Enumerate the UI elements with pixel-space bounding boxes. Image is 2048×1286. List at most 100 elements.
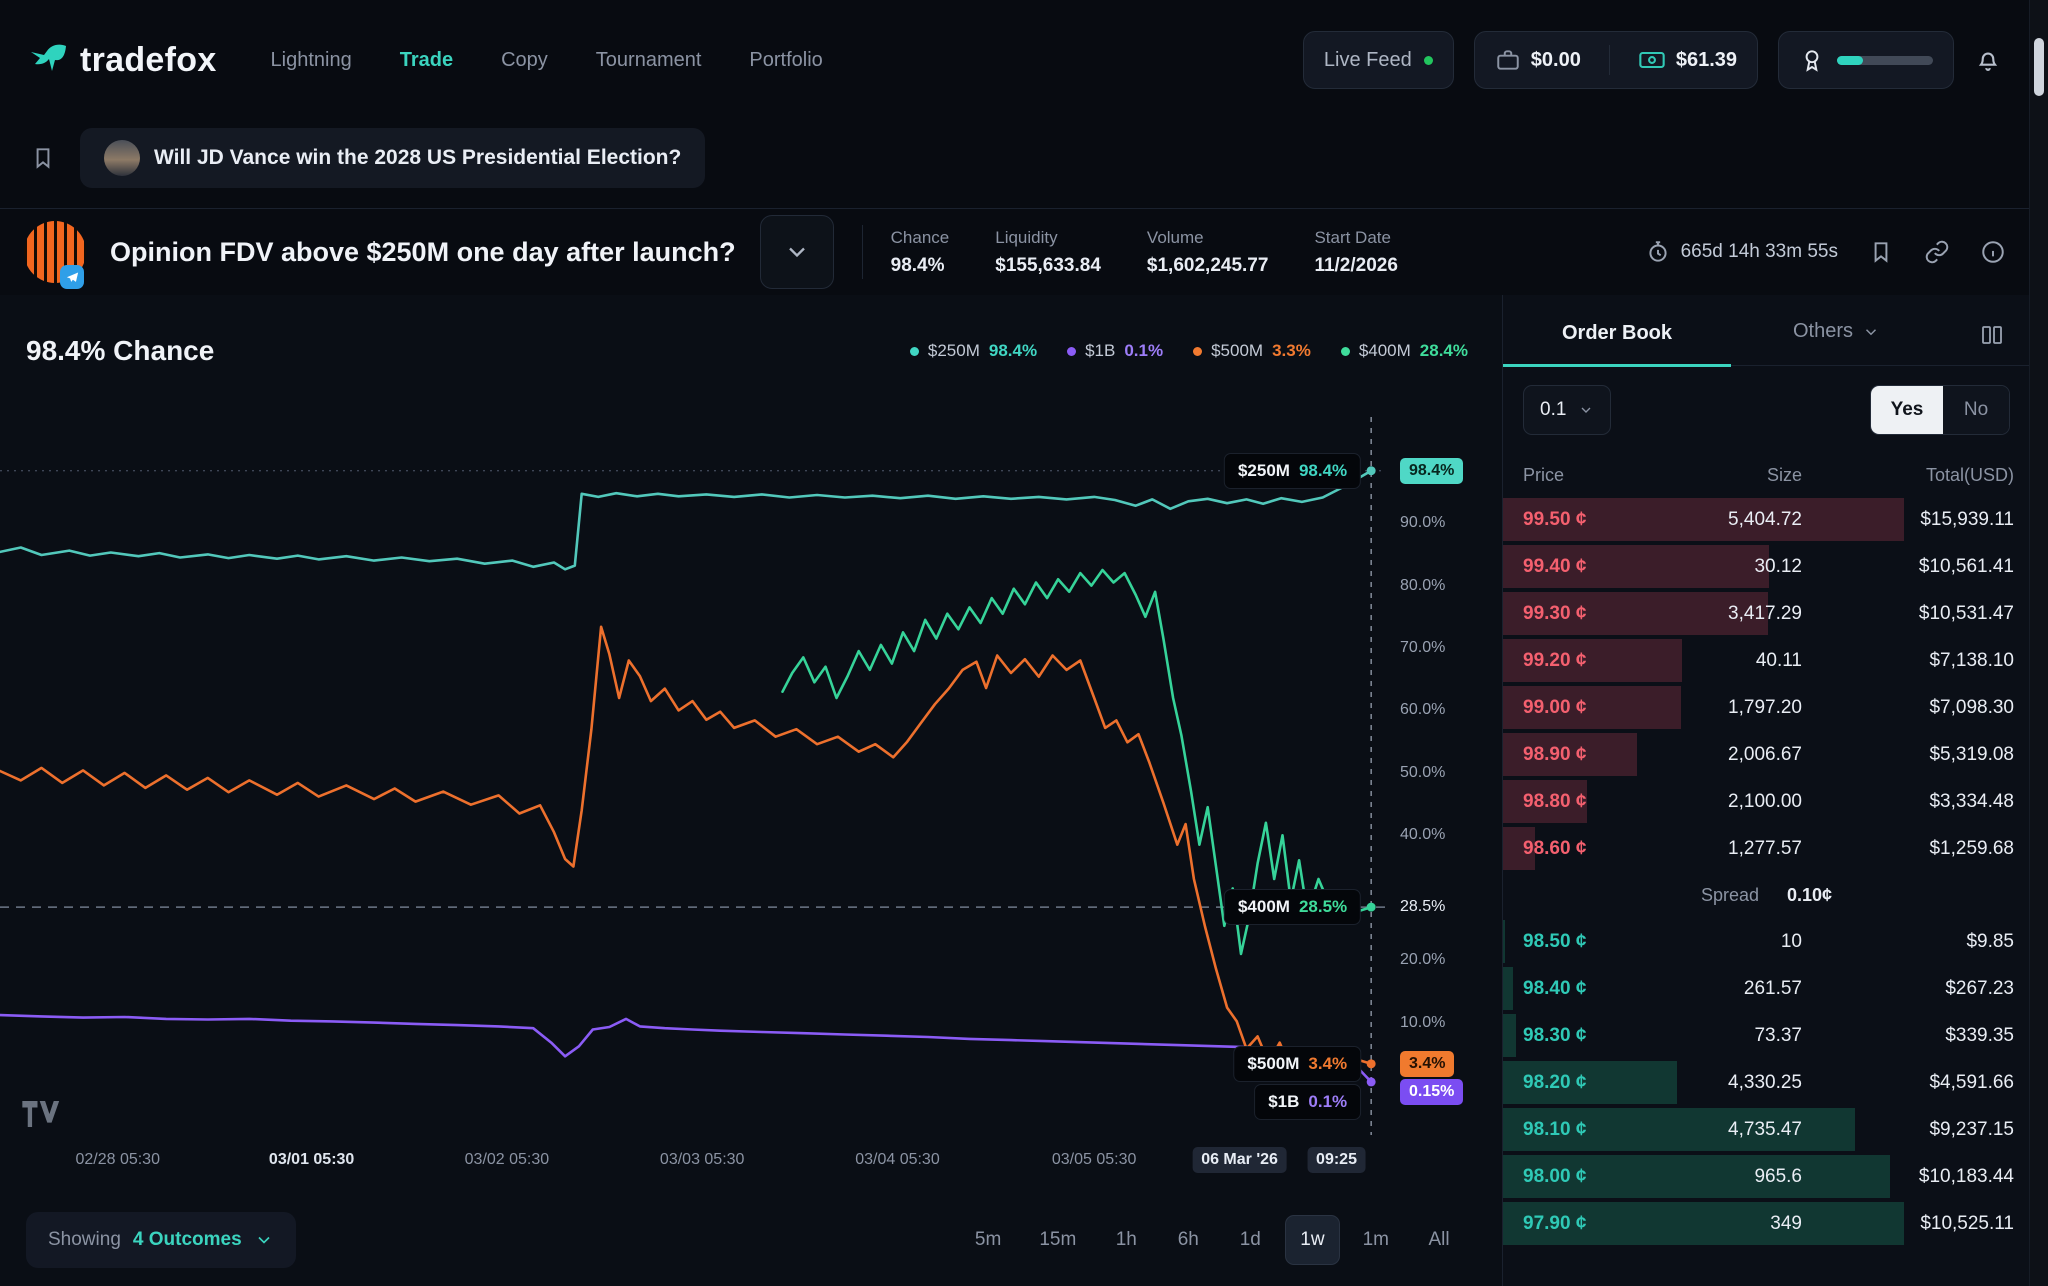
- bid-row[interactable]: 98.10 ¢ 4,735.47 $9,237.15: [1503, 1106, 2030, 1153]
- portfolio-balance[interactable]: $0.00: [1479, 47, 1597, 73]
- bell-icon[interactable]: [1974, 46, 2002, 74]
- briefcase-icon: [1495, 47, 1521, 73]
- ask-row[interactable]: 99.20 ¢ 40.11 $7,138.10: [1503, 637, 2030, 684]
- x-axis-label: 03/03 05:30: [659, 1151, 745, 1168]
- timeframe-5m[interactable]: 5m: [960, 1215, 1016, 1265]
- legend-item-500m[interactable]: $500M 3.3%: [1193, 341, 1311, 361]
- bid-row[interactable]: 98.30 ¢ 73.37 $339.35: [1503, 1012, 2030, 1059]
- market-bookmark-icon[interactable]: [1868, 239, 1894, 265]
- depth-bar: [1503, 1014, 1516, 1057]
- nav-trade[interactable]: Trade: [399, 48, 454, 71]
- y-axis-label: 50.0%: [1400, 763, 1446, 781]
- chart-head: 98.4% Chance $250M 98.4% $1B 0.1% $50: [26, 335, 1468, 367]
- price-chart[interactable]: $250M 98.4% $400M 28.5% $500M 3.4% $1B 0.1%: [0, 417, 1385, 1135]
- ask-row[interactable]: 99.40 ¢ 30.12 $10,561.41: [1503, 543, 2030, 590]
- ask-row[interactable]: 98.80 ¢ 2,100.00 $3,334.48: [1503, 778, 2030, 825]
- no-toggle-button[interactable]: No: [1943, 386, 2009, 434]
- nav-lightning[interactable]: Lightning: [270, 48, 352, 71]
- ask-row[interactable]: 99.50 ¢ 5,404.72 $15,939.11: [1503, 496, 2030, 543]
- size-cell: 4,735.47: [1728, 1118, 1802, 1140]
- size-cell: 2,100.00: [1728, 790, 1802, 812]
- bid-row[interactable]: 98.00 ¢ 965.6 $10,183.44: [1503, 1153, 2030, 1200]
- panel-layout-icon[interactable]: [1980, 323, 2004, 347]
- stat-label: Start Date: [1314, 227, 1391, 247]
- timeframe-all[interactable]: All: [1412, 1215, 1466, 1265]
- timeframe-1w[interactable]: 1w: [1285, 1215, 1340, 1265]
- bid-row[interactable]: 97.90 ¢ 349 $10,525.11: [1503, 1200, 2030, 1247]
- legend-item-250m[interactable]: $250M 98.4%: [909, 341, 1037, 361]
- ask-row[interactable]: 99.30 ¢ 3,417.29 $10,531.47: [1503, 590, 2030, 637]
- timeframe-6h[interactable]: 6h: [1161, 1215, 1215, 1265]
- outcomes-selector[interactable]: Showing 4 Outcomes: [26, 1212, 296, 1268]
- spread-row: Spread 0.10¢: [1503, 872, 2030, 918]
- wallet-summary[interactable]: $0.00 $61.39: [1473, 31, 1758, 89]
- spread-label: Spread: [1700, 884, 1759, 905]
- topnav-right: Live Feed $0.00 $61.39: [1302, 31, 2002, 89]
- nav-portfolio[interactable]: Portfolio: [749, 48, 823, 71]
- legend-item-1b[interactable]: $1B 0.1%: [1067, 341, 1163, 361]
- yes-toggle-button[interactable]: Yes: [1871, 386, 1943, 434]
- side-toggle: Yes No: [1870, 385, 2010, 435]
- total-cell: $9.85: [1966, 930, 2014, 952]
- y-axis-label: 80.0%: [1400, 576, 1446, 594]
- timeframe-1d[interactable]: 1d: [1223, 1215, 1277, 1265]
- total-cell: $10,561.41: [1918, 555, 2014, 577]
- bookmark-icon[interactable]: [30, 145, 56, 171]
- size-cell: 965.6: [1754, 1165, 1802, 1187]
- timeframe-1h[interactable]: 1h: [1099, 1215, 1153, 1265]
- stat-value: 98.4%: [890, 254, 945, 276]
- price-cell: 98.30 ¢: [1523, 1024, 1587, 1046]
- x-axis-label: 03/02 05:30: [464, 1151, 550, 1168]
- level-badge[interactable]: [1778, 31, 1954, 89]
- bid-row[interactable]: 98.40 ¢ 261.57 $267.23: [1503, 965, 2030, 1012]
- stat-value: 11/2/2026: [1314, 254, 1398, 276]
- market-header: Opinion FDV above $250M one day after la…: [0, 208, 2030, 296]
- total-cell: $4,591.66: [1929, 1071, 2014, 1093]
- page-scrollbar[interactable]: [2029, 0, 2048, 1286]
- question-banner[interactable]: Will JD Vance win the 2028 US Presidenti…: [80, 128, 706, 188]
- size-cell: 261.57: [1743, 977, 1802, 999]
- pinned-question-row: Will JD Vance win the 2028 US Presidenti…: [0, 118, 735, 198]
- market-icon: [24, 221, 86, 289]
- market-stats: Chance 98.4% Liquidity $155,633.84 Volum…: [891, 228, 1398, 277]
- timeframe-15m[interactable]: 15m: [1024, 1215, 1091, 1265]
- x-axis-label: 03/05 05:30: [1051, 1151, 1137, 1168]
- brand[interactable]: tradefox: [28, 41, 217, 80]
- market-title: Opinion FDV above $250M one day after la…: [110, 236, 736, 267]
- bid-row[interactable]: 98.20 ¢ 4,330.25 $4,591.66: [1503, 1059, 2030, 1106]
- y-axis-label: 0.15%: [1400, 1079, 1464, 1106]
- total-cell: $7,138.10: [1929, 649, 2014, 671]
- bid-row[interactable]: 98.50 ¢ 10 $9.85: [1503, 918, 2030, 965]
- ask-row[interactable]: 98.90 ¢ 2,006.67 $5,319.08: [1503, 731, 2030, 778]
- tab-order-book[interactable]: Order Book: [1503, 322, 1731, 367]
- total-cell: $7,098.30: [1929, 696, 2014, 718]
- scrollbar-thumb[interactable]: [2034, 38, 2044, 96]
- tab-others[interactable]: Others: [1731, 320, 1880, 365]
- size-cell: 349: [1770, 1212, 1802, 1234]
- stat-chance: Chance 98.4%: [891, 228, 950, 277]
- y-axis-label: 70.0%: [1400, 639, 1446, 656]
- price-cell: 99.40 ¢: [1523, 555, 1587, 577]
- ask-row[interactable]: 98.60 ¢ 1,277.57 $1,259.68: [1503, 825, 2030, 872]
- nav-tournament[interactable]: Tournament: [595, 48, 702, 71]
- question-text: Will JD Vance win the 2028 US Presidenti…: [154, 146, 682, 169]
- cash-balance[interactable]: $61.39: [1622, 46, 1753, 74]
- nav-copy[interactable]: Copy: [501, 48, 548, 71]
- y-axis-label: 10.0%: [1400, 1013, 1446, 1031]
- info-icon[interactable]: [1980, 239, 2006, 265]
- ask-row[interactable]: 99.00 ¢ 1,797.20 $7,098.30: [1503, 684, 2030, 731]
- depth-bar: [1503, 1155, 1891, 1198]
- expand-market-button[interactable]: [759, 215, 834, 289]
- precision-select[interactable]: 0.1: [1523, 385, 1612, 435]
- depth-bar: [1503, 498, 1904, 541]
- link-icon[interactable]: [1924, 239, 1950, 265]
- avatar: [104, 140, 140, 176]
- chart-canvas[interactable]: [0, 417, 1385, 1135]
- main-content: 98.4% Chance $250M 98.4% $1B 0.1% $50: [0, 295, 2030, 1286]
- total-cell: $339.35: [1945, 1024, 2014, 1046]
- legend-item-400m[interactable]: $400M 28.4%: [1340, 341, 1468, 361]
- medal-icon: [1799, 47, 1825, 73]
- live-feed-button[interactable]: Live Feed: [1302, 31, 1454, 89]
- timeframe-1m[interactable]: 1m: [1348, 1215, 1404, 1265]
- size-cell: 10: [1780, 930, 1802, 952]
